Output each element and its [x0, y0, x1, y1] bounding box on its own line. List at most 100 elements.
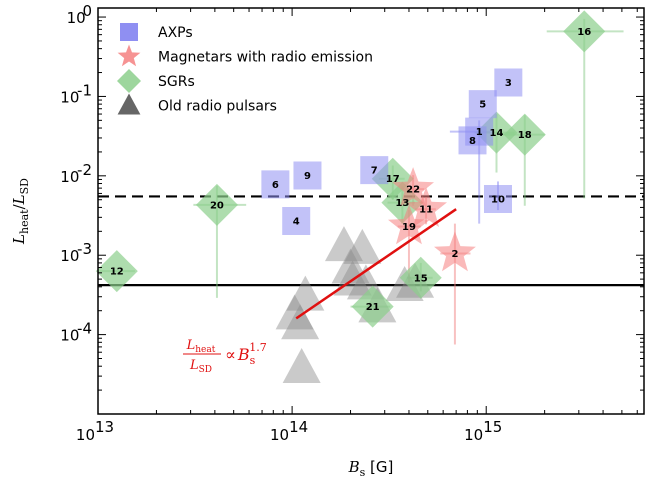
fit-line-group — [295, 208, 457, 320]
y-tick-exponent: 0 — [82, 2, 92, 20]
magnetar-marker-2 — [434, 231, 476, 272]
sgr-label-12: 12 — [110, 267, 124, 278]
y-tick-exponent: -3 — [77, 240, 92, 258]
y-tick-exponent: -1 — [77, 81, 92, 99]
old-pulsar-marker — [275, 294, 314, 330]
old-pulsar-marker — [324, 226, 363, 262]
sgr-marker-18 — [503, 113, 546, 156]
y-tick-exponent: -2 — [77, 161, 92, 179]
y-tick-label: 10 — [60, 247, 79, 265]
annotation-den-subscript: SD — [199, 365, 212, 375]
axp-marker-3 — [494, 68, 523, 97]
magnetar-marker-22 — [392, 167, 434, 207]
annotation-prop: ∝ — [225, 345, 236, 364]
x-tick-label: 10 — [464, 426, 483, 444]
axp-label-1: 1 — [476, 127, 483, 138]
annotation-numerator: Lheat — [186, 338, 216, 355]
plot-frame — [97, 7, 645, 415]
axp-marker-6 — [261, 170, 290, 199]
old-pulsar-marker — [281, 304, 320, 340]
axp-label-7: 7 — [371, 166, 378, 177]
sgr-marker-15 — [399, 256, 442, 299]
axp-marker-9 — [293, 161, 322, 190]
y-axis-title-part: heat — [18, 209, 31, 234]
legend-marker-star — [117, 44, 141, 67]
axp-marker-7 — [360, 156, 389, 185]
axp-marker-10 — [483, 185, 512, 214]
y-axis-title-part: SD — [18, 178, 31, 195]
y-tick-label: 10 — [60, 168, 79, 186]
axp-label-3: 3 — [505, 78, 512, 89]
x-tick-exponent: 15 — [483, 418, 502, 436]
magnetar-label-11: 11 — [419, 205, 433, 216]
sgr-label-14: 14 — [490, 128, 504, 139]
sgr-markers — [95, 10, 606, 328]
axp-markers — [261, 68, 523, 235]
sgr-label-18: 18 — [518, 130, 532, 141]
magnetar-label-22: 22 — [406, 185, 420, 196]
x-tick-exponent: 14 — [289, 418, 308, 436]
magnetar-label-2: 2 — [451, 249, 458, 260]
sgr-label-15: 15 — [414, 273, 428, 284]
axp-label-4: 4 — [293, 216, 300, 227]
magnetar-marker-11 — [405, 187, 447, 227]
old-pulsar-marker — [343, 228, 382, 264]
annotation-rhs: ∝ Bs1.7 — [225, 341, 267, 367]
x-tick-label: 10 — [270, 426, 289, 444]
legend-marker-diamond — [117, 69, 141, 93]
x-axis-title: Bs [G] — [348, 458, 394, 479]
annotation-num-subscript: heat — [195, 345, 215, 355]
axp-marker-8 — [458, 126, 487, 155]
axp-marker-5 — [468, 90, 497, 119]
axp-label-5: 5 — [479, 100, 486, 111]
old-pulsar-marker — [385, 265, 424, 301]
magnetar-label-19: 19 — [402, 222, 416, 233]
reference-lines — [98, 195, 644, 287]
y-axis-title-part: L — [10, 194, 28, 205]
x-tick-exponent: 13 — [95, 418, 114, 436]
x-axis-subscript: s — [360, 466, 366, 479]
legend-label-triangle: Old radio pulsars — [158, 99, 277, 115]
y-tick-label: 10 — [60, 327, 79, 345]
axp-marker-4 — [282, 206, 311, 235]
magnetar-marker-19 — [388, 204, 430, 245]
sgr-label-16: 16 — [577, 27, 591, 38]
annotation-rhs-exponent: 1.7 — [249, 341, 267, 354]
y-tick-label: 10 — [67, 9, 86, 27]
x-axis-symbol: B — [348, 458, 360, 476]
y-axis-title: Lheat/LSD — [10, 178, 31, 245]
x-tick-label: 10 — [76, 426, 95, 444]
sgr-label-21: 21 — [366, 302, 380, 313]
annotation-rhs-symbol: B — [237, 345, 250, 364]
legend-marker-square — [120, 23, 138, 41]
fit-line — [295, 208, 457, 320]
axp-label-8: 8 — [469, 136, 476, 147]
sgr-label-17: 17 — [386, 174, 400, 185]
legend-marker-triangle — [117, 93, 141, 115]
sgr-marker-16 — [563, 10, 606, 53]
x-axis-unit: [G] — [365, 458, 393, 476]
sgr-marker-21 — [351, 285, 394, 328]
annotation-num-symbol: L — [186, 338, 196, 353]
sgr-marker-12 — [95, 250, 138, 293]
legend-label-square: AXPs — [158, 25, 193, 41]
axp-label-6: 6 — [272, 180, 279, 191]
old-pulsar-marker — [282, 347, 321, 383]
annotation-denominator: LSD — [189, 358, 212, 375]
y-tick-label: 10 — [60, 88, 79, 106]
sgr-marker-20 — [195, 183, 238, 226]
sgr-label-13: 13 — [395, 198, 409, 209]
annotation-den-symbol: L — [189, 358, 199, 373]
legend-label-star: Magnetars with radio emission — [158, 50, 373, 66]
magnetar-markers — [388, 167, 476, 272]
annotation-rhs-subscript: s — [250, 354, 256, 367]
axp-label-9: 9 — [304, 171, 311, 182]
old-pulsar-marker — [286, 275, 325, 311]
legend: AXPs Magnetars with radio emission SGRs Old… — [117, 23, 373, 115]
sgr-label-20: 20 — [210, 200, 224, 211]
legend-label-diamond: SGRs — [158, 74, 195, 90]
